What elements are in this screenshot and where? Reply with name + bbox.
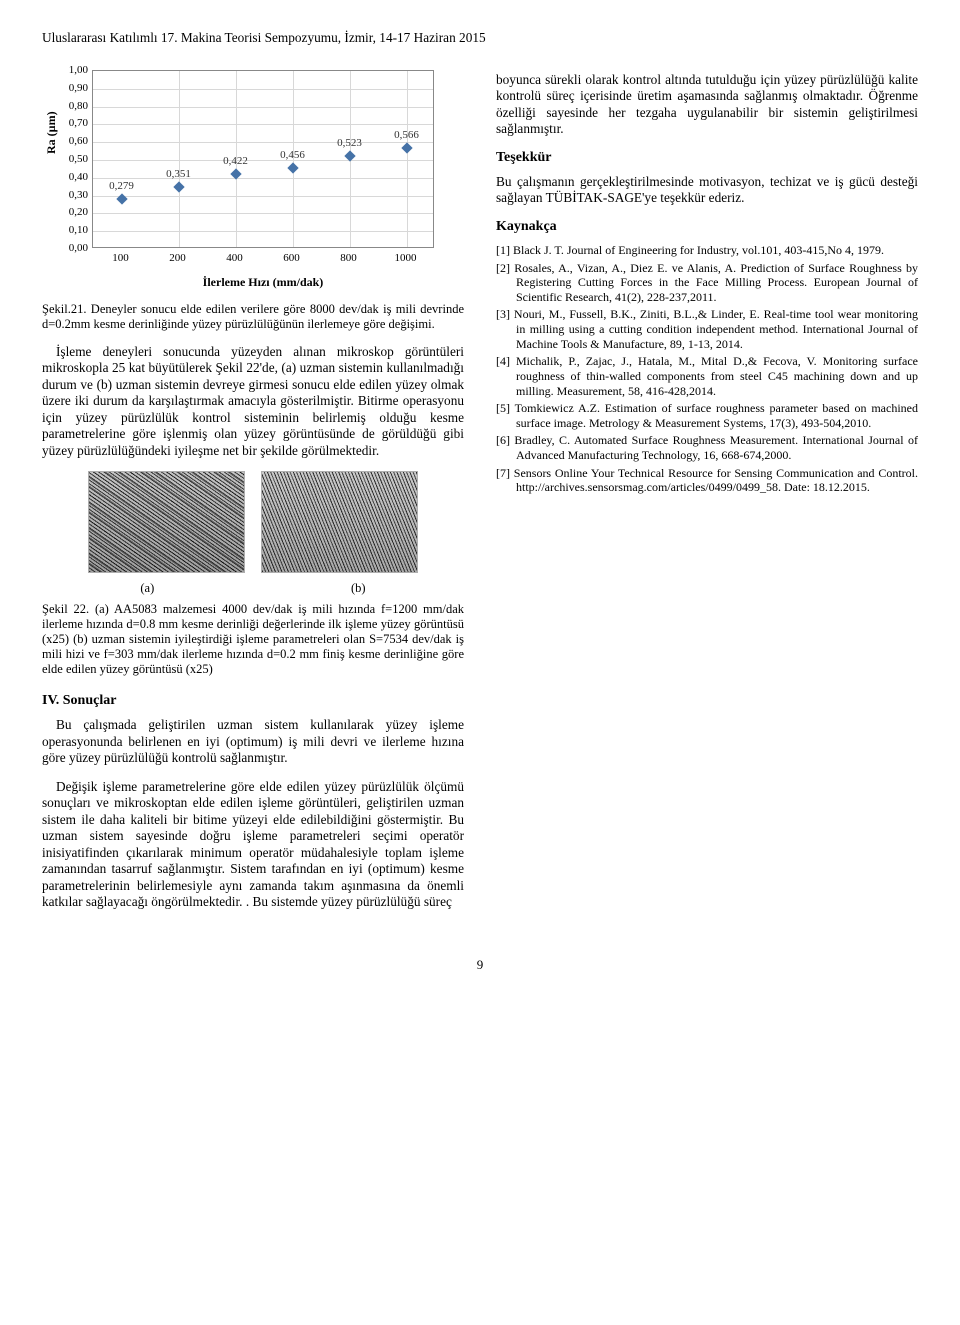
caption-sekil22: Şekil 22. (a) AA5083 malzemesi 4000 dev/… [42,602,464,677]
x-tick: 1000 [395,252,417,264]
y-tick: 0,50 [62,153,88,165]
figure-22-images [42,471,464,577]
x-tick: 800 [340,252,357,264]
x-tick: 100 [112,252,129,264]
chart-data-label: 0,351 [166,167,191,179]
reference-item: [5] Tomkiewicz A.Z. Estimation of surfac… [496,401,918,430]
chart-data-point [401,143,412,154]
right-paragraph-1: boyunca sürekli olarak kontrol altında t… [496,72,918,138]
figure-22a-image [88,471,245,573]
figure-22b-image [261,471,418,573]
y-tick: 0,00 [62,242,88,254]
chart-data-point [173,181,184,192]
chart-data-label: 0,566 [394,129,419,141]
label-b: (b) [351,581,366,596]
section-kaynakca: Kaynakça [496,219,918,235]
reference-list: [1] Black J. T. Journal of Engineering f… [496,243,918,495]
reference-item: [6] Bradley, C. Automated Surface Roughn… [496,433,918,462]
reference-item: [1] Black J. T. Journal of Engineering f… [496,243,918,258]
reference-item: [4] Michalik, P., Zajac, J., Hatala, M.,… [496,354,918,398]
y-tick: 0,90 [62,82,88,94]
chart-data-label: 0,523 [337,137,362,149]
y-tick: 0,60 [62,135,88,147]
y-tick: 0,80 [62,100,88,112]
chart-plot-area: 0,279 0,351 0,422 0,456 0,523 0,566 [92,70,434,248]
x-tick: 400 [226,252,243,264]
y-tick: 1,00 [62,64,88,76]
label-a: (a) [140,581,154,596]
reference-item: [7] Sensors Online Your Technical Resour… [496,466,918,495]
left-paragraph-1: İşleme deneyleri sonucunda yüzeyden alın… [42,344,464,459]
chart-data-label: 0,422 [223,155,248,167]
y-tick: 0,70 [62,117,88,129]
y-tick: 0,20 [62,206,88,218]
page-header: Uluslararası Katılımlı 17. Makina Teoris… [42,30,918,46]
section-sonuclar: IV. Sonuçlar [42,693,464,709]
reference-item: [3] Nouri, M., Fussell, B.K., Ziniti, B.… [496,307,918,351]
x-tick: 600 [283,252,300,264]
two-column-layout: Ra (µm) 0,279 0,351 0,422 0,456 0,523 0,566 İ… [42,64,918,923]
tesekkur-paragraph: Bu çalışmanın gerçekleştirilmesinde moti… [496,174,918,207]
left-column: Ra (µm) 0,279 0,351 0,422 0,456 0,523 0,566 İ… [42,64,464,923]
section-tesekkur: Teşekkür [496,150,918,166]
y-axis-label: Ra (µm) [44,111,59,154]
chart-sekil21: Ra (µm) 0,279 0,351 0,422 0,456 0,523 0,566 İ… [42,64,452,294]
right-column: boyunca sürekli olarak kontrol altında t… [496,64,918,923]
y-tick: 0,30 [62,189,88,201]
chart-data-point [287,162,298,173]
figure-22-ab-labels: (a) (b) [42,581,464,596]
chart-data-label: 0,456 [280,149,305,161]
caption-sekil21: Şekil.21. Deneyler sonucu elde edilen ve… [42,302,464,332]
y-tick: 0,10 [62,224,88,236]
reference-item: [2] Rosales, A., Vizan, A., Diez E. ve A… [496,261,918,305]
chart-data-label: 0,279 [109,180,134,192]
x-tick: 200 [169,252,186,264]
page-number: 9 [42,957,918,973]
sonuclar-p1: Bu çalışmada geliştirilen uzman sistem k… [42,717,464,766]
sonuclar-p2: Değişik işleme parametrelerine göre elde… [42,779,464,911]
x-axis-label: İlerleme Hızı (mm/dak) [92,275,434,290]
y-tick: 0,40 [62,171,88,183]
